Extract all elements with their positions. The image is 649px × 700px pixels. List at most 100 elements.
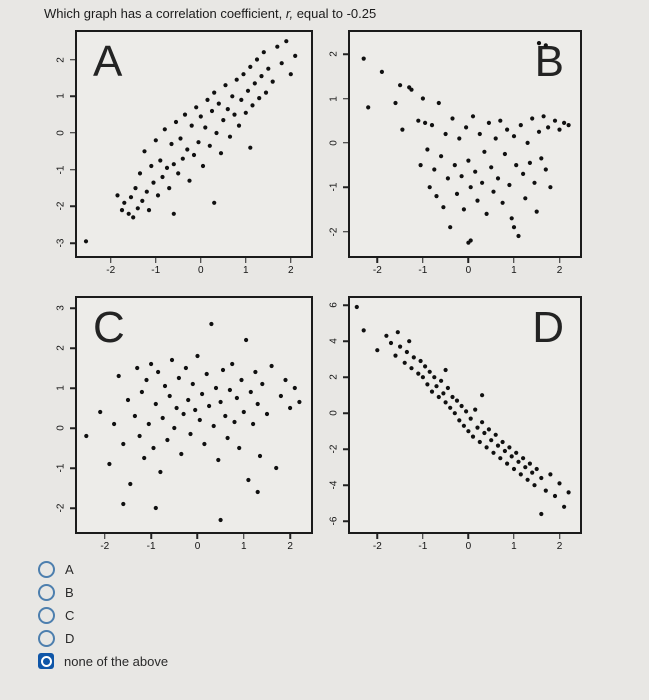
scatter-points bbox=[361, 41, 571, 245]
x-axis-tick-label: -1 bbox=[146, 541, 156, 552]
x-axis-tick-mark bbox=[245, 258, 247, 263]
y-axis-tick-label: -1 bbox=[55, 165, 67, 175]
y-axis-tick-mark bbox=[70, 387, 75, 389]
x-axis-tick-label: 0 bbox=[465, 265, 472, 276]
radio-button-b[interactable] bbox=[38, 583, 55, 601]
y-axis-tick-mark bbox=[343, 97, 348, 100]
y-axis-tick-mark bbox=[343, 186, 348, 188]
plot-area: B bbox=[348, 30, 582, 258]
radio-button-none-selected[interactable] bbox=[38, 653, 54, 669]
radio-button-c[interactable] bbox=[38, 606, 55, 624]
y-axis-tick-label: 1 bbox=[328, 95, 340, 102]
x-axis-tick-label: 0 bbox=[197, 265, 204, 276]
x-axis-tick-label: 1 bbox=[242, 265, 249, 276]
x-axis-tick-mark bbox=[196, 534, 199, 539]
y-axis-tick-label: 0 bbox=[55, 130, 67, 136]
y-axis-tick-label: 2 bbox=[328, 374, 340, 380]
question-suffix: equal to -0.25 bbox=[293, 6, 377, 21]
scatter-points bbox=[354, 304, 571, 517]
option-label-c: C bbox=[65, 607, 75, 623]
option-row-b[interactable]: B bbox=[38, 581, 168, 603]
x-axis-tick-mark bbox=[513, 534, 515, 539]
y-axis-tick-mark bbox=[343, 520, 348, 522]
y-axis-tick-label: 2 bbox=[55, 56, 67, 63]
plot-label-c: C bbox=[93, 303, 125, 352]
option-label-a: A bbox=[65, 561, 74, 577]
x-axis-tick-mark bbox=[289, 534, 291, 539]
y-axis-tick-label: 0 bbox=[328, 140, 340, 146]
y-axis-tick-label: -3 bbox=[55, 238, 67, 248]
plot-area: A bbox=[75, 30, 313, 258]
x-axis-tick-label: -1 bbox=[418, 265, 428, 276]
x-axis-tick-label: -2 bbox=[100, 541, 110, 552]
y-axis-tick-label: 1 bbox=[55, 93, 67, 100]
x-axis-tick-label: -1 bbox=[418, 541, 428, 552]
y-axis-tick-mark bbox=[343, 340, 348, 342]
x-axis-tick-mark bbox=[467, 258, 470, 263]
plot-area: C bbox=[75, 296, 313, 534]
y-axis-tick-label: -2 bbox=[328, 227, 340, 237]
option-label-d: D bbox=[65, 630, 75, 646]
x-axis-tick-mark bbox=[110, 258, 112, 263]
y-axis-tick-mark bbox=[343, 376, 348, 378]
y-axis-tick-mark bbox=[70, 205, 75, 208]
x-axis-tick-label: 0 bbox=[465, 541, 472, 552]
y-axis-tick-mark bbox=[70, 58, 75, 61]
x-axis-tick-mark bbox=[376, 258, 379, 263]
radio-button-d[interactable] bbox=[38, 629, 55, 647]
y-axis-tick-label: 0 bbox=[55, 425, 67, 431]
question-r-variable: r, bbox=[285, 6, 294, 21]
x-axis-tick-mark bbox=[422, 534, 424, 539]
option-label-none: none of the above bbox=[64, 653, 169, 669]
option-row-none-of-the-above[interactable]: none of the above bbox=[38, 650, 168, 672]
y-axis-tick-mark bbox=[70, 242, 75, 244]
question-text: Which graph has a correlation coefficien… bbox=[44, 6, 376, 21]
question-prefix: Which graph has a correlation coefficien… bbox=[44, 6, 286, 21]
y-axis-tick-mark bbox=[343, 230, 348, 233]
plot-label-a: A bbox=[93, 37, 123, 86]
x-axis-tick-label: 2 bbox=[287, 265, 294, 276]
y-axis-tick-label: 2 bbox=[328, 51, 340, 57]
y-axis-tick-label: -2 bbox=[55, 503, 67, 513]
y-axis-tick-label: 6 bbox=[328, 302, 340, 308]
option-row-a[interactable]: A bbox=[38, 558, 168, 580]
y-axis-tick-mark bbox=[70, 427, 75, 429]
x-axis-tick-label: 2 bbox=[287, 541, 293, 552]
x-axis-tick-label: -2 bbox=[372, 265, 382, 276]
y-axis-tick-mark bbox=[70, 168, 75, 171]
scatter-chart-a: A -2 -1 0 1 2 2 1 0 -1 -2 -3 bbox=[38, 26, 330, 282]
scatter-points bbox=[83, 39, 298, 244]
y-axis-tick-label: 3 bbox=[55, 305, 67, 311]
scatter-chart-d: D -2 -1 0 1 2 6 4 2 0 -2 -4 -6 bbox=[312, 292, 600, 558]
y-axis-tick-mark bbox=[343, 53, 348, 55]
x-axis-tick-label: 1 bbox=[241, 541, 247, 552]
x-axis-tick-mark bbox=[200, 258, 202, 263]
x-axis-tick-label: 0 bbox=[194, 541, 201, 552]
option-row-d[interactable]: D bbox=[38, 627, 168, 649]
option-row-c[interactable]: C bbox=[38, 604, 168, 626]
y-axis-tick-label: -2 bbox=[328, 444, 340, 454]
scatter-chart-c: C -2 -1 0 1 2 3 2 1 0 -1 -2 bbox=[38, 292, 330, 558]
y-axis-tick-mark bbox=[343, 448, 348, 450]
y-axis-tick-label: -4 bbox=[328, 480, 340, 490]
x-axis-tick-mark bbox=[558, 258, 561, 263]
option-label-b: B bbox=[65, 584, 74, 600]
x-axis-tick-label: -2 bbox=[372, 541, 382, 552]
y-axis-tick-label: 0 bbox=[328, 410, 340, 416]
radio-button-a[interactable] bbox=[38, 560, 55, 578]
x-axis-tick-mark bbox=[155, 258, 157, 263]
plot-label-d: D bbox=[532, 303, 564, 352]
y-axis-tick-mark bbox=[70, 507, 75, 509]
scatter-chart-b: B -2 -1 0 1 2 2 1 0 -1 -2 bbox=[312, 26, 600, 282]
plot-area: D bbox=[348, 296, 582, 534]
x-axis-tick-label: -2 bbox=[106, 265, 116, 276]
y-axis-tick-mark bbox=[343, 484, 348, 486]
x-axis-tick-mark bbox=[150, 534, 152, 539]
x-axis-tick-label: 1 bbox=[511, 265, 517, 276]
x-axis-tick-mark bbox=[243, 534, 245, 539]
x-axis-tick-mark bbox=[558, 534, 561, 539]
y-axis-tick-label: -6 bbox=[328, 516, 340, 526]
answer-options: A B C D none of the above bbox=[38, 558, 168, 673]
y-axis-tick-mark bbox=[70, 467, 75, 469]
